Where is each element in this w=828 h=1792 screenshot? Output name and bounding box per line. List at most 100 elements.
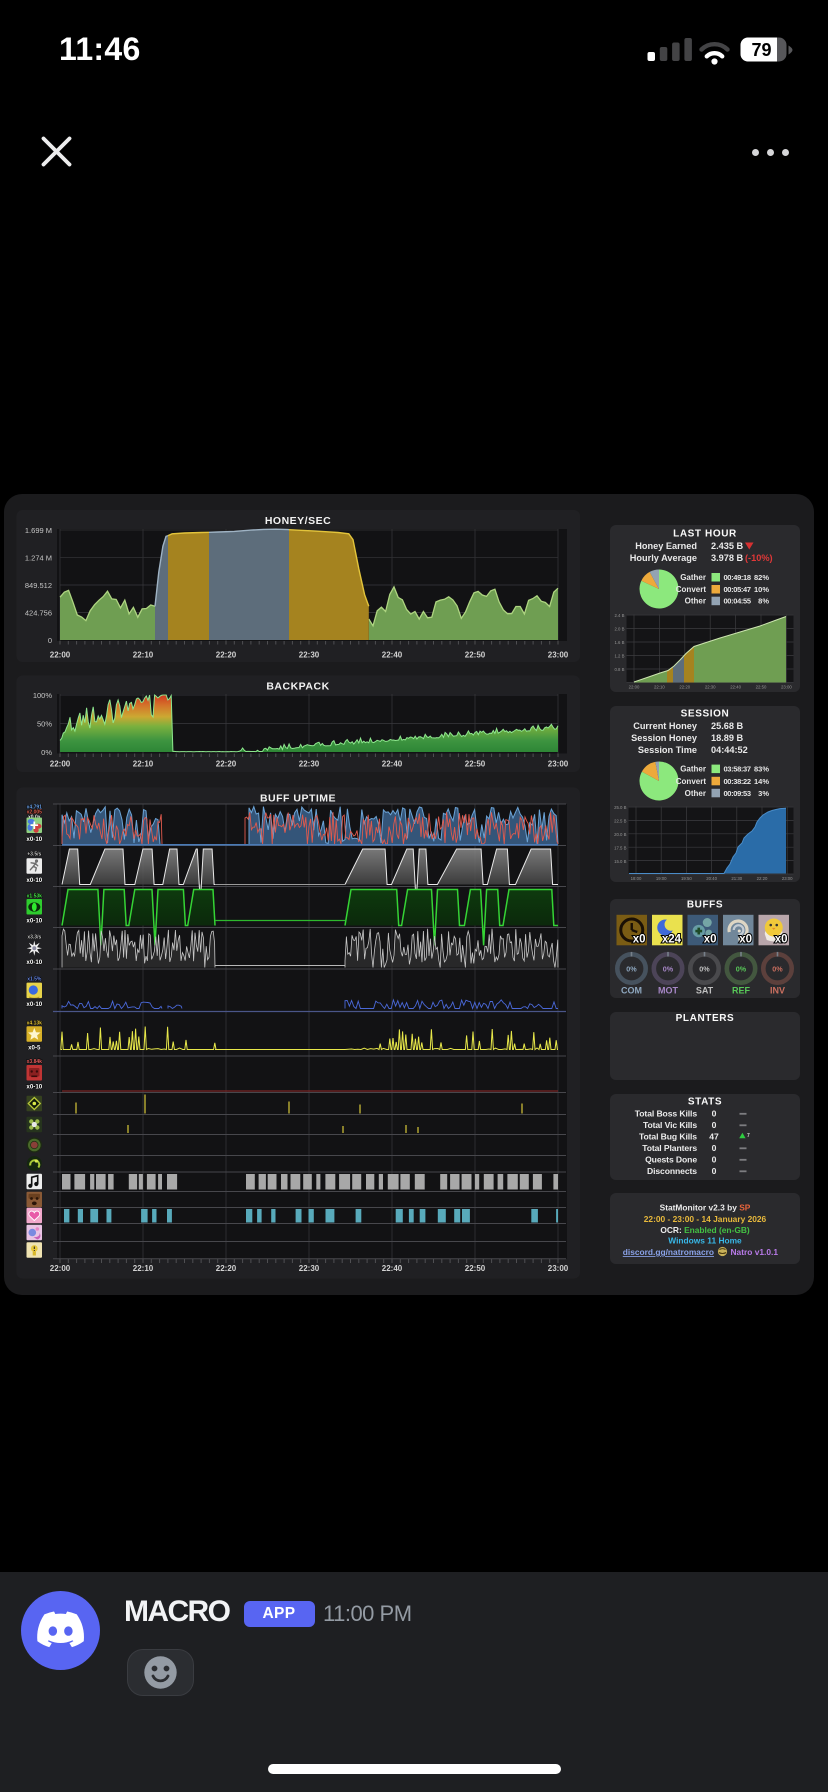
svg-text:SESSION: SESSION: [681, 709, 730, 720]
svg-text:22:20: 22:20: [679, 685, 690, 690]
svg-text:Convert: Convert: [676, 777, 707, 786]
svg-text:22:50: 22:50: [465, 651, 486, 660]
svg-text:LAST HOUR: LAST HOUR: [673, 529, 737, 540]
svg-text:HONEY/SEC: HONEY/SEC: [265, 515, 331, 527]
svg-text:x0: x0: [775, 933, 788, 945]
svg-text:x0-10: x0-10: [26, 1001, 42, 1008]
svg-text:22:30: 22:30: [299, 1264, 320, 1273]
svg-text:22:00: 22:00: [629, 685, 640, 690]
svg-text:22:10: 22:10: [654, 685, 665, 690]
svg-text:Convert: Convert: [676, 585, 707, 594]
svg-text:2.0 B: 2.0 B: [614, 627, 624, 632]
svg-text:(-10%): (-10%): [745, 553, 773, 563]
svg-text:0%: 0%: [663, 965, 674, 974]
svg-text:StatMonitor v2.3 by SP: StatMonitor v2.3 by SP: [660, 1203, 751, 1213]
svg-text:20.0 B: 20.0 B: [614, 832, 627, 837]
svg-text:x4.13k: x4.13k: [27, 1020, 43, 1026]
svg-text:22:10: 22:10: [133, 760, 154, 769]
svg-text:x0: x0: [704, 933, 717, 945]
svg-text:1.274 M: 1.274 M: [25, 554, 52, 563]
svg-text:22:00 - 23:00 - 14 January 202: 22:00 - 23:00 - 14 January 2026: [644, 1214, 767, 1224]
svg-text:17.5 B: 17.5 B: [614, 846, 627, 851]
svg-text:Disconnects: Disconnects: [647, 1166, 697, 1176]
svg-text:22:40: 22:40: [382, 1264, 403, 1273]
svg-text:Gather: Gather: [680, 765, 706, 774]
svg-text:22.5 B: 22.5 B: [614, 819, 627, 824]
svg-text:Current Honey: Current Honey: [633, 721, 698, 731]
svg-text:INV: INV: [770, 986, 785, 996]
svg-text:x2,005: x2,005: [27, 809, 43, 815]
svg-text:x0-10: x0-10: [26, 877, 42, 884]
svg-text:22:40: 22:40: [382, 651, 403, 660]
svg-text:Session Honey: Session Honey: [631, 733, 698, 743]
svg-text:BACKPACK: BACKPACK: [266, 681, 329, 693]
svg-text:22:00: 22:00: [50, 651, 71, 660]
svg-text:x0: x0: [739, 933, 752, 945]
svg-text:x4,791: x4,791: [27, 804, 43, 810]
svg-text:Quests Done: Quests Done: [645, 1155, 697, 1165]
svg-text:03:58:37: 03:58:37: [724, 765, 752, 774]
svg-text:1.6 B: 1.6 B: [614, 640, 624, 645]
svg-text:22:50: 22:50: [465, 1264, 486, 1273]
svg-text:0.8 B: 0.8 B: [614, 667, 624, 672]
svg-text:22:20: 22:20: [216, 651, 237, 660]
svg-text:82%: 82%: [754, 573, 769, 582]
svg-text:22:00: 22:00: [50, 760, 71, 769]
svg-text:424.756: 424.756: [25, 609, 52, 618]
svg-text:1.2 B: 1.2 B: [614, 654, 624, 659]
svg-text:2.435 B: 2.435 B: [711, 541, 744, 551]
svg-text:19:50: 19:50: [681, 876, 692, 881]
svg-text:8%: 8%: [758, 597, 769, 606]
svg-text:21:30: 21:30: [731, 876, 742, 881]
svg-text:18:00: 18:00: [631, 876, 642, 881]
svg-text:REF: REF: [732, 986, 751, 996]
svg-text:x0-10: x0-10: [26, 836, 42, 843]
svg-text:100%: 100%: [33, 691, 53, 700]
svg-text:79: 79: [751, 40, 771, 60]
svg-text:22:00: 22:00: [50, 1264, 71, 1273]
svg-text:Natro v1.0.1: Natro v1.0.1: [731, 1247, 779, 1257]
svg-text:18.89 B: 18.89 B: [711, 733, 744, 743]
svg-text:0: 0: [712, 1120, 717, 1130]
svg-text:23:00: 23:00: [548, 1264, 569, 1273]
svg-text:50%: 50%: [37, 720, 52, 729]
svg-text:0%: 0%: [626, 965, 637, 974]
svg-text:22:30: 22:30: [299, 760, 320, 769]
svg-text:x1.53k: x1.53k: [27, 893, 43, 899]
svg-text:25.68 B: 25.68 B: [711, 721, 744, 731]
svg-text:x3.3/s: x3.3/s: [27, 935, 41, 941]
svg-text:00:49:18: 00:49:18: [724, 573, 752, 582]
svg-text:x0-10: x0-10: [26, 1083, 42, 1090]
svg-text:22:30: 22:30: [705, 685, 716, 690]
svg-text:Gather: Gather: [680, 573, 706, 582]
svg-text:3%: 3%: [758, 789, 769, 798]
svg-text:849.512: 849.512: [25, 581, 52, 590]
svg-text:2.4 B: 2.4 B: [614, 613, 624, 618]
svg-text:0: 0: [712, 1143, 717, 1153]
svg-text:x1.5%: x1.5%: [27, 977, 42, 983]
svg-text:23:00: 23:00: [781, 685, 792, 690]
svg-text:23:00: 23:00: [548, 760, 569, 769]
svg-text:x0.0x: x0.0x: [28, 814, 41, 820]
svg-text:14%: 14%: [754, 777, 769, 786]
svg-text:Honey Earned: Honey Earned: [635, 541, 697, 551]
svg-text:Session Time: Session Time: [638, 745, 697, 755]
svg-text:0%: 0%: [736, 965, 747, 974]
svg-text:83%: 83%: [754, 765, 769, 774]
svg-text:00:04:55: 00:04:55: [724, 597, 752, 606]
svg-text:22:20: 22:20: [757, 876, 768, 881]
svg-text:22:10: 22:10: [133, 1264, 154, 1273]
svg-text:22:30: 22:30: [299, 651, 320, 660]
svg-text:x24: x24: [662, 933, 682, 945]
svg-text:OCR: Enabled (en-GB): OCR: Enabled (en-GB): [660, 1225, 750, 1235]
svg-text:20:40: 20:40: [706, 876, 717, 881]
svg-text:22:40: 22:40: [382, 760, 403, 769]
svg-text:3.978 B: 3.978 B: [711, 553, 744, 563]
svg-text:Total Bug Kills: Total Bug Kills: [639, 1132, 697, 1142]
svg-text:Hourly Average: Hourly Average: [630, 553, 697, 563]
svg-text:22:10: 22:10: [133, 651, 154, 660]
svg-text:0%: 0%: [699, 965, 710, 974]
svg-text:25.0 B: 25.0 B: [614, 805, 627, 810]
svg-text:x0-5: x0-5: [28, 1045, 41, 1052]
svg-text:+3.5/s: +3.5/s: [27, 852, 41, 858]
